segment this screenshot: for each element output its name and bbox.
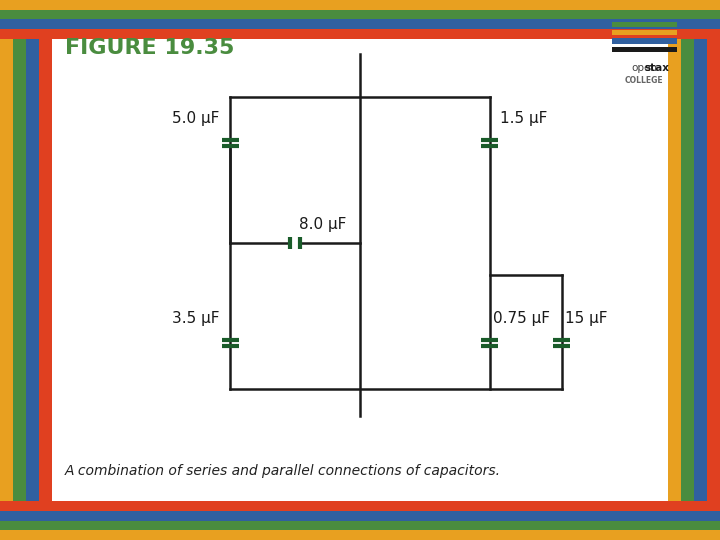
FancyBboxPatch shape — [0, 530, 720, 540]
FancyBboxPatch shape — [612, 38, 677, 44]
FancyBboxPatch shape — [612, 30, 677, 36]
FancyBboxPatch shape — [0, 19, 720, 29]
FancyBboxPatch shape — [612, 22, 677, 27]
FancyBboxPatch shape — [0, 501, 720, 511]
FancyBboxPatch shape — [0, 511, 720, 521]
FancyBboxPatch shape — [0, 521, 720, 530]
Text: A combination of series and parallel connections of capacitors.: A combination of series and parallel con… — [65, 464, 501, 478]
FancyBboxPatch shape — [0, 0, 720, 10]
Text: FIGURE 19.35: FIGURE 19.35 — [65, 38, 234, 58]
Text: 15 μF: 15 μF — [565, 310, 608, 326]
FancyBboxPatch shape — [0, 0, 13, 540]
FancyBboxPatch shape — [39, 0, 52, 540]
FancyBboxPatch shape — [0, 10, 720, 19]
Text: 3.5 μF: 3.5 μF — [172, 310, 220, 326]
Text: COLLEGE: COLLEGE — [625, 76, 664, 85]
Text: 5.0 μF: 5.0 μF — [172, 111, 220, 126]
FancyBboxPatch shape — [681, 0, 694, 540]
FancyBboxPatch shape — [707, 0, 720, 540]
Text: 8.0 μF: 8.0 μF — [299, 217, 346, 232]
Text: stax: stax — [645, 63, 670, 73]
FancyBboxPatch shape — [0, 29, 720, 39]
Text: 0.75 μF: 0.75 μF — [493, 310, 550, 326]
FancyBboxPatch shape — [26, 0, 39, 540]
FancyBboxPatch shape — [13, 0, 26, 540]
FancyBboxPatch shape — [668, 0, 681, 540]
FancyBboxPatch shape — [612, 47, 677, 52]
Text: open: open — [631, 63, 657, 73]
FancyBboxPatch shape — [694, 0, 707, 540]
Text: 1.5 μF: 1.5 μF — [500, 111, 548, 126]
